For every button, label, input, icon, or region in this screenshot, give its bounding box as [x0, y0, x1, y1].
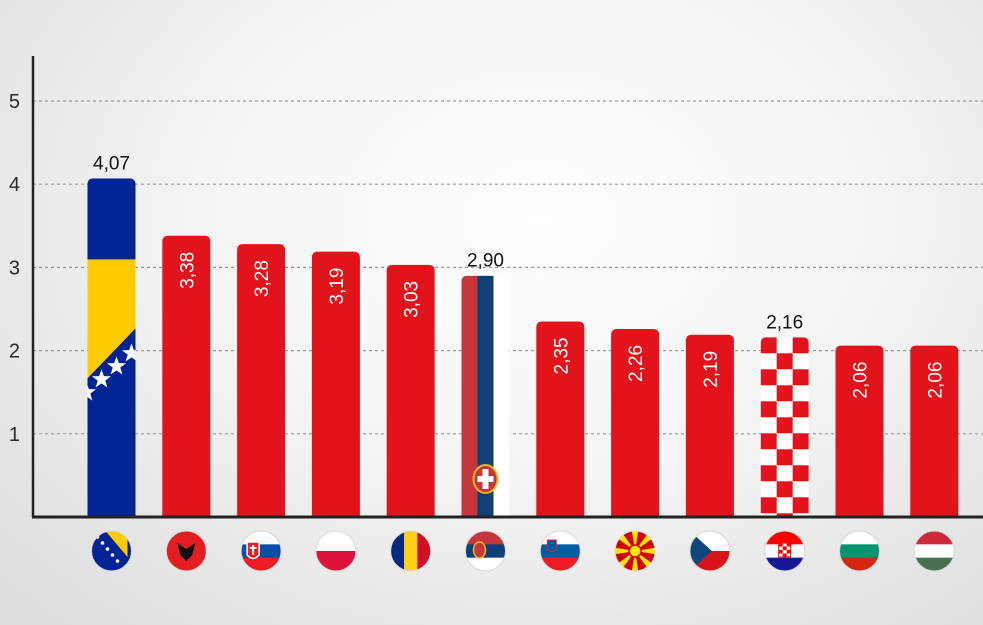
bar-rect: [162, 235, 211, 517]
hungary-flag-icon: [913, 530, 955, 572]
axis-layer: [31, 56, 983, 519]
bosnia-flag-bar: [87, 178, 136, 517]
bar-value-label: 2,90: [467, 251, 504, 272]
bar-slovakia: [237, 244, 286, 517]
bar-bosnia-and-herzegovina: [87, 178, 136, 517]
bar-value-label: 3,19: [327, 268, 348, 305]
bar-rect: [386, 264, 435, 517]
croatia-flag-icon: [764, 530, 806, 572]
bar-slovenia: [536, 321, 585, 517]
bar-rect: [536, 321, 585, 517]
romania-flag-icon: [390, 530, 432, 572]
bar-value-label: 3,28: [252, 260, 273, 297]
bulgaria-flag-icon: [839, 530, 880, 572]
bar-value-label: 2,35: [551, 337, 572, 374]
slovenia-flag-icon: [539, 530, 581, 572]
bar-croatia: [760, 337, 809, 517]
serbia-flag-icon: [465, 530, 506, 572]
croatia-checkered-bar: [760, 337, 809, 517]
czechia-flag-icon: [689, 530, 731, 572]
bar-czechia: [685, 334, 734, 517]
bar-rect: [237, 244, 286, 517]
bosnia-flag-icon: [91, 530, 132, 572]
bar-value-label: 2,06: [925, 362, 946, 399]
bar-north-macedonia: [611, 328, 660, 517]
bar-poland: [311, 251, 360, 518]
poland-flag-icon: [315, 530, 357, 572]
bar-value-label: 2,19: [701, 351, 722, 388]
bar-serbia: [461, 275, 510, 517]
bar-rect: [611, 328, 660, 517]
serbia-flag-bar: [461, 275, 510, 517]
bar-value-label: 3,38: [177, 252, 198, 289]
y-tick-label: 4: [9, 174, 20, 196]
y-tick-label: 3: [9, 257, 20, 279]
bar-rect: [910, 345, 959, 517]
bar-value-label: 2,06: [851, 362, 872, 399]
bar-value-label: 2,16: [766, 312, 803, 333]
bar-value-label: 3,03: [402, 281, 423, 318]
bar-value-label: 2,26: [626, 345, 647, 382]
slovakia-flag-icon: [240, 530, 282, 572]
bar-value-label: 4,07: [93, 153, 130, 174]
bars-layer: [87, 178, 959, 518]
bar-bulgaria: [835, 345, 884, 517]
bar-albania: [162, 235, 211, 517]
bar-rect: [311, 251, 360, 518]
bar-rect: [685, 334, 734, 517]
bar-hungary: [910, 345, 959, 517]
y-tick-label: 5: [9, 91, 20, 113]
y-tick-label: 2: [9, 341, 20, 363]
bar-romania: [386, 264, 435, 517]
y-tick-label: 1: [9, 424, 20, 446]
flags-layer: [91, 530, 955, 572]
value-labels-layer: 4,07 3,38 3,28 3,19 3,03 2,90 2,35 2,26 2,19 2,16…: [93, 153, 946, 398]
north-macedonia-flag-icon: [614, 530, 656, 572]
bar-rect: [835, 345, 884, 517]
albania-flag-icon: [165, 530, 207, 572]
